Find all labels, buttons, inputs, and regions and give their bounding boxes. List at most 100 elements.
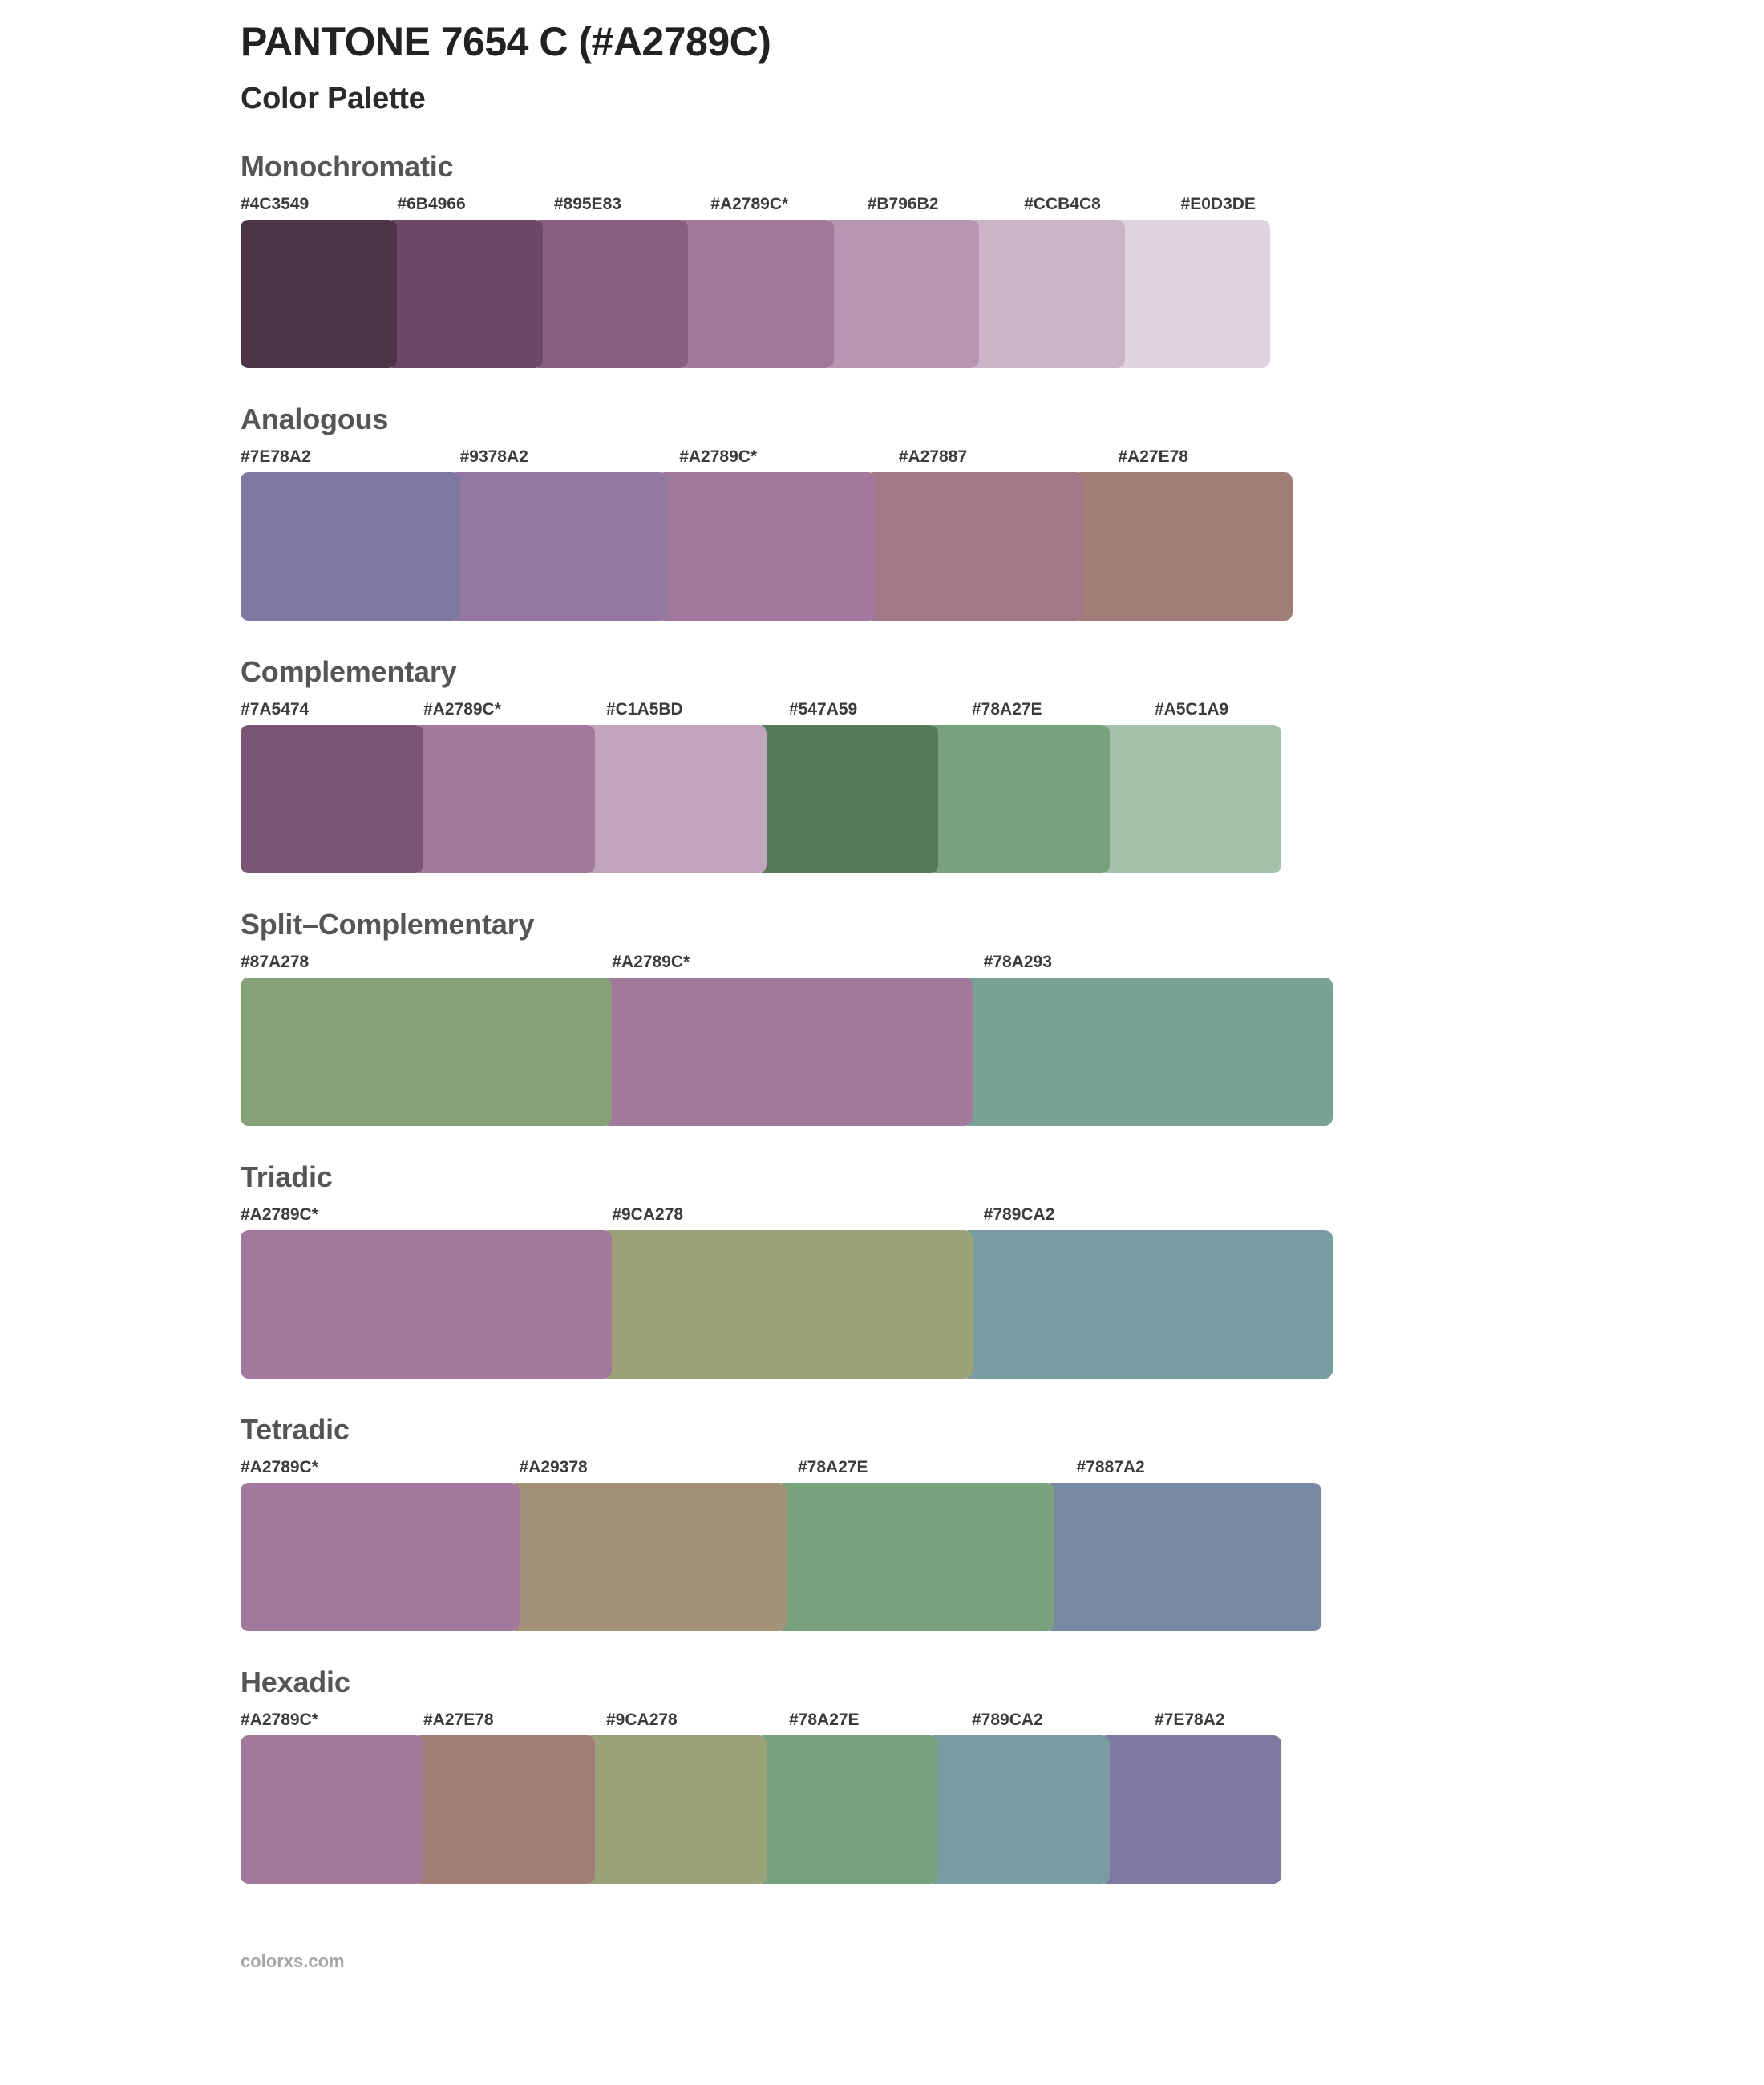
swatch-label: #78A27E [789,1710,860,1729]
palette-sections: Monochromatic #4C3549 #6B4966 #895E83 #A2789… [0,117,1764,1884]
color-swatch[interactable] [412,724,595,873]
color-swatch[interactable] [508,1482,787,1631]
swatch-label: #78A27E [972,699,1042,719]
swatch-label: #7E78A2 [1155,1710,1225,1729]
swatch-label: #A5C1A9 [1155,699,1229,719]
swatch-label: #6B4966 [397,194,466,213]
color-swatch[interactable] [241,1735,423,1884]
swatch-label: #E0D3DE [1180,194,1256,213]
swatch-label: #A27887 [898,447,968,466]
color-swatch[interactable] [241,1482,520,1631]
swatch-label-row: #7A5474 #A2789C* #C1A5BD #547A59 #78A27E #A5C… [241,691,1337,725]
color-swatch[interactable] [1073,472,1293,621]
color-swatch[interactable] [968,219,1125,368]
color-swatch[interactable] [1113,219,1270,368]
page-header: PANTONE 7654 C (#A2789C) Color Palette [0,0,1764,117]
swatch-row [241,1482,1355,1631]
page-title: PANTONE 7654 C (#A2789C) [241,19,771,64]
swatch-label: #A2789C* [710,194,789,213]
color-swatch[interactable] [677,219,834,368]
swatch-row [241,724,1337,873]
color-swatch[interactable] [755,1735,938,1884]
color-swatch[interactable] [448,472,669,621]
swatch-label: #B796B2 [867,194,939,213]
color-swatch[interactable] [241,1229,613,1379]
swatch-label: #9CA278 [606,1710,678,1729]
swatch-row [241,219,1337,368]
swatch-label: #A2789C* [679,447,758,466]
palette-section-split-complementary: Split–Complementary #87A278 #A2789C* #78A29… [0,873,1764,1126]
color-swatch[interactable] [927,724,1110,873]
color-swatch[interactable] [927,1735,1110,1884]
palette-section-hexadic: Hexadic #A2789C* #A27E78 #9CA278 #78A27E #789… [0,1631,1764,1884]
swatch-label: #9378A2 [459,447,528,466]
swatch-label: #78A27E [798,1457,868,1476]
color-swatch[interactable] [1098,724,1281,873]
swatch-label: #547A59 [789,699,858,719]
color-swatch[interactable] [601,977,973,1126]
color-swatch[interactable] [386,219,543,368]
color-swatch[interactable] [531,219,689,368]
color-swatch[interactable] [584,724,767,873]
swatch-label: #789CA2 [972,1710,1043,1729]
swatch-label: #A27E78 [423,1710,494,1729]
color-swatch[interactable] [775,1482,1054,1631]
color-swatch[interactable] [1042,1482,1321,1631]
swatch-label: #A29378 [519,1457,588,1476]
swatch-row [241,1735,1337,1884]
swatch-label: #A2789C* [423,699,501,719]
swatch-label: #895E83 [553,194,621,213]
swatch-label-row: #A2789C* #9CA278 #789CA2 [241,1196,1355,1230]
section-title-complementary: Complementary [241,654,457,688]
palette-section-tetradic: Tetradic #A2789C* #A29378 #78A27E #7887A2 [0,1379,1764,1631]
swatch-label-row: #A2789C* #A27E78 #9CA278 #78A27E #789CA2 #7E7… [241,1702,1337,1735]
section-title-analogous: Analogous [241,402,389,435]
swatch-label: #7887A2 [1076,1457,1145,1476]
swatch-label: #A2789C* [241,1457,318,1476]
swatch-label-row: #7E78A2 #9378A2 #A2789C* #A27887 #A27E78 [241,439,1337,472]
swatch-row [241,472,1337,621]
color-swatch[interactable] [657,472,876,621]
swatch-label: #A2789C* [241,1710,318,1729]
swatch-label: #C1A5BD [606,699,683,719]
color-swatch[interactable] [241,724,423,873]
section-title-tetradic: Tetradic [241,1412,350,1446]
palette-section-triadic: Triadic #A2789C* #9CA278 #789CA2 [0,1126,1764,1379]
swatch-label: #789CA2 [983,1204,1055,1224]
color-swatch[interactable] [961,977,1333,1126]
color-swatch[interactable] [241,472,460,621]
color-swatch[interactable] [412,1735,595,1884]
swatch-label: #87A278 [241,952,310,971]
color-swatch[interactable] [822,219,980,368]
page-subtitle: Color Palette [241,82,426,115]
page-footer: colorxs.com [0,1884,1764,1970]
swatch-label: #9CA278 [612,1204,684,1224]
swatch-label: #CCB4C8 [1024,194,1101,213]
color-swatch[interactable] [755,724,938,873]
swatch-label-row: #4C3549 #6B4966 #895E83 #A2789C* #B796B2 #CCB… [241,186,1337,220]
swatch-label: #4C3549 [241,194,310,213]
swatch-row [241,1229,1355,1379]
color-swatch[interactable] [961,1229,1333,1379]
swatch-label: #A27E78 [1118,447,1188,466]
color-swatch[interactable] [241,977,613,1126]
footer-site-label: colorxs.com [241,1950,345,1971]
section-title-triadic: Triadic [241,1160,333,1193]
palette-section-analogous: Analogous #7E78A2 #9378A2 #A2789C* #A27887 #A… [0,368,1764,621]
swatch-label: #78A293 [983,952,1052,971]
palette-section-complementary: Complementary #7A5474 #A2789C* #C1A5BD #547A… [0,621,1764,873]
color-swatch[interactable] [584,1735,767,1884]
color-swatch[interactable] [1098,1735,1281,1884]
swatch-label: #A2789C* [241,1204,318,1224]
section-title-hexadic: Hexadic [241,1665,350,1698]
section-title-monochromatic: Monochromatic [241,149,454,183]
section-title-split-complementary: Split–Complementary [241,907,535,941]
swatch-label: #7A5474 [241,699,310,719]
color-swatch[interactable] [864,472,1085,621]
swatch-label: #A2789C* [612,952,690,971]
swatch-row [241,977,1355,1126]
color-swatch[interactable] [601,1229,973,1379]
color-swatch[interactable] [241,219,398,368]
swatch-label-row: #A2789C* #A29378 #78A27E #7887A2 [241,1449,1355,1483]
